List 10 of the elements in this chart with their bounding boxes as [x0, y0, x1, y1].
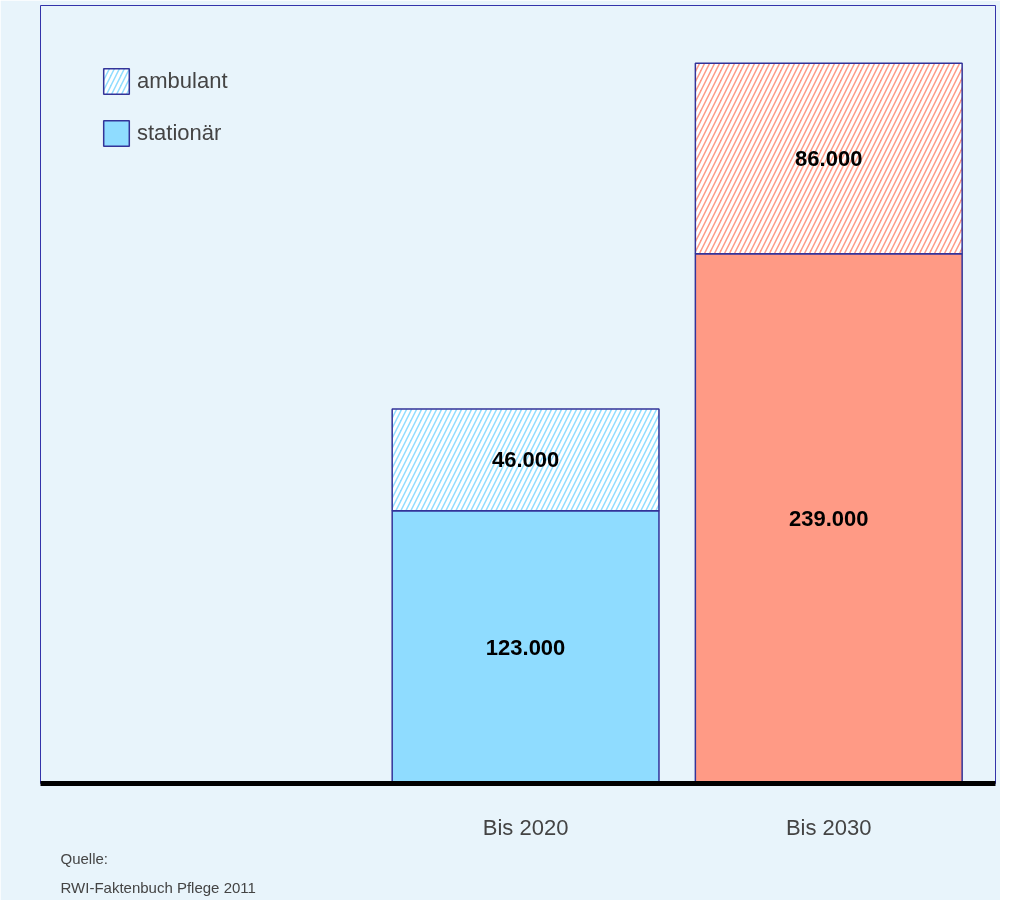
data-label: 46.000 — [491, 447, 560, 473]
data-label: 239.000 — [788, 506, 869, 532]
legend-label: stationär — [137, 120, 222, 146]
x-tick-label: Bis 2020 — [482, 814, 569, 840]
text: RWI-Faktenbuch Pflege 2011 — [60, 878, 256, 896]
data-label: 86.000 — [795, 145, 863, 171]
x-tick-label: Bis 2030 — [785, 814, 872, 840]
data-label: 123.000 — [485, 634, 566, 660]
legend-label: ambulant — [137, 68, 228, 94]
source-note: Quelle: — [60, 849, 109, 867]
